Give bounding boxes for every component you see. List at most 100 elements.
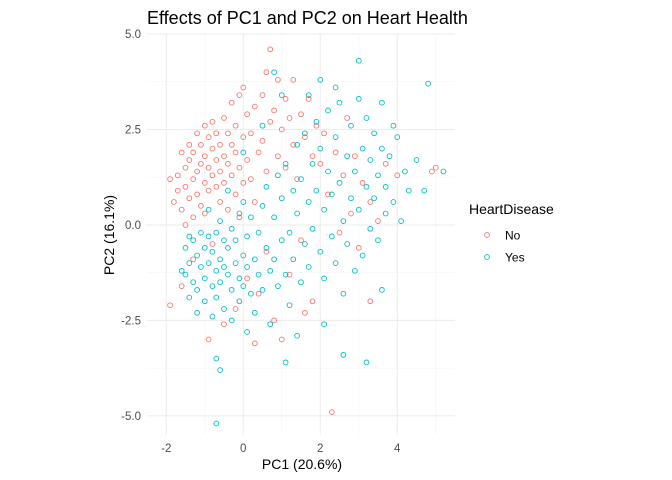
data-point-yes xyxy=(375,172,381,179)
data-point-yes xyxy=(186,294,193,301)
y-tick-label: -5.0 xyxy=(121,411,141,423)
legend-item-no: No xyxy=(484,229,521,243)
y-tick-label: 2.5 xyxy=(125,124,141,136)
data-point-yes xyxy=(255,229,262,236)
data-point-yes xyxy=(209,248,216,255)
data-point-no xyxy=(174,187,181,194)
tick-labels: -2 0 2 4 -5.0 -2.5 0.0 2.5 5.0 xyxy=(121,29,401,455)
data-point-no xyxy=(186,157,193,163)
data-point-yes xyxy=(379,99,385,106)
data-point-yes xyxy=(228,317,235,324)
data-point-no xyxy=(359,180,366,186)
data-point-no xyxy=(352,153,358,160)
data-point-no xyxy=(225,160,231,167)
data-point-no xyxy=(240,134,247,140)
data-point-yes xyxy=(302,130,308,137)
data-point-yes xyxy=(363,359,370,366)
data-point-yes xyxy=(225,245,231,251)
data-point-yes xyxy=(240,149,247,156)
data-point-yes xyxy=(336,99,343,106)
data-point-no xyxy=(221,153,227,160)
data-point-yes xyxy=(298,176,304,182)
data-point-yes xyxy=(186,260,193,266)
data-point-yes xyxy=(352,168,358,175)
data-point-yes xyxy=(282,359,289,366)
legend-title: HeartDisease xyxy=(469,201,554,217)
data-point-yes xyxy=(332,134,339,140)
data-point-no xyxy=(259,138,266,144)
data-point-yes xyxy=(305,264,312,270)
data-point-yes xyxy=(205,206,212,213)
data-point-yes xyxy=(332,260,339,266)
data-point-yes xyxy=(382,210,389,217)
data-point-no xyxy=(432,164,439,171)
data-point-no xyxy=(209,172,216,179)
data-point-yes xyxy=(209,283,216,289)
data-point-yes xyxy=(313,187,320,194)
y-tick-label: -2.5 xyxy=(121,315,141,327)
data-point-no xyxy=(302,309,308,316)
data-point-no xyxy=(213,130,220,137)
x-tick-label: 4 xyxy=(394,443,401,455)
data-point-no xyxy=(355,245,362,251)
data-point-no xyxy=(228,172,235,179)
data-point-yes xyxy=(194,287,200,293)
data-point-no xyxy=(217,199,223,205)
data-point-no xyxy=(167,176,173,182)
data-point-yes xyxy=(209,313,216,320)
data-point-yes xyxy=(263,245,270,251)
data-point-yes xyxy=(255,271,262,278)
data-point-no xyxy=(205,336,212,343)
data-point-yes xyxy=(244,329,250,335)
data-point-no xyxy=(213,183,220,190)
data-point-no xyxy=(271,317,277,324)
data-points xyxy=(167,46,447,427)
data-point-no xyxy=(244,275,250,282)
data-point-yes xyxy=(267,321,274,328)
data-point-yes xyxy=(321,275,327,282)
data-point-no xyxy=(217,141,223,148)
data-point-yes xyxy=(236,275,243,282)
data-point-no xyxy=(240,84,247,91)
data-point-no xyxy=(190,214,197,221)
data-point-yes xyxy=(363,115,370,121)
data-point-yes xyxy=(213,229,220,236)
data-point-yes xyxy=(344,153,351,160)
data-point-no xyxy=(332,149,339,156)
data-point-yes xyxy=(217,279,223,286)
data-point-no xyxy=(232,122,239,129)
data-point-no xyxy=(236,92,243,98)
data-point-yes xyxy=(379,287,385,293)
data-point-yes xyxy=(275,283,281,289)
data-point-yes xyxy=(332,84,339,91)
data-point-yes xyxy=(244,264,250,270)
data-point-yes xyxy=(363,183,370,190)
x-tick-label: -2 xyxy=(161,443,171,455)
data-point-no xyxy=(340,172,347,179)
data-point-no xyxy=(263,168,270,175)
data-point-yes xyxy=(278,195,285,202)
legend-key xyxy=(484,232,490,238)
data-point-yes xyxy=(359,145,366,152)
data-point-yes xyxy=(240,283,247,289)
data-point-no xyxy=(201,153,208,160)
x-tick-label: 2 xyxy=(317,443,323,455)
data-point-no xyxy=(182,183,189,190)
data-point-yes xyxy=(398,218,404,224)
data-point-yes xyxy=(305,199,312,205)
data-point-yes xyxy=(425,80,431,87)
data-point-yes xyxy=(309,160,316,167)
data-point-yes xyxy=(367,157,374,163)
data-point-no xyxy=(382,160,389,167)
data-point-yes xyxy=(371,130,377,137)
data-point-no xyxy=(205,164,212,171)
data-point-yes xyxy=(267,267,274,274)
data-point-yes xyxy=(317,248,324,255)
legend-item-yes: Yes xyxy=(484,251,525,265)
data-point-yes xyxy=(348,195,354,202)
data-point-no xyxy=(190,149,197,156)
data-point-no xyxy=(263,69,270,76)
data-point-no xyxy=(236,164,243,171)
data-point-no xyxy=(394,172,401,179)
data-point-no xyxy=(182,164,189,171)
